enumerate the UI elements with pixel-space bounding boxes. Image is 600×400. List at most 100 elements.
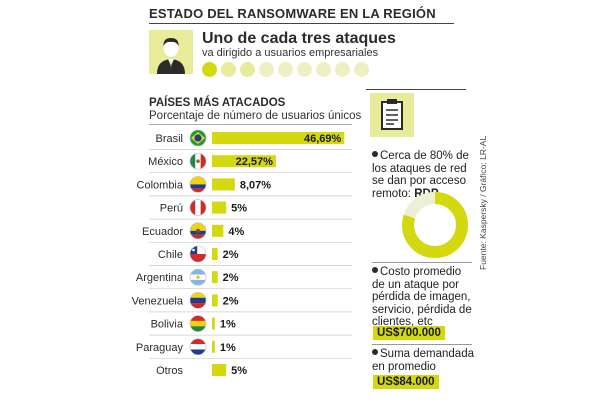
flag-emblem <box>196 228 200 233</box>
avatar-box <box>149 30 193 74</box>
demand-value: US$84.000 <box>373 375 439 389</box>
flag-colombia-icon <box>190 176 206 193</box>
bar-row: Perú 5% <box>149 199 352 220</box>
flag-stripe <box>190 234 206 239</box>
bar-row: Brasil 46,69% <box>149 129 352 150</box>
flag-border <box>189 292 207 309</box>
flag-argentina-icon <box>190 269 206 286</box>
ratio-dot <box>278 62 293 77</box>
value-label: 2% <box>223 295 239 307</box>
bar-row: México 22,57% <box>148 152 352 174</box>
ratio-dot <box>202 62 217 77</box>
fact-divider <box>372 262 472 263</box>
value-label: 1% <box>220 319 236 331</box>
ratio-dot <box>259 62 274 77</box>
bar <box>212 248 218 260</box>
fact-divider <box>372 344 472 345</box>
flag-stripe <box>190 269 206 275</box>
bar <box>212 155 276 168</box>
flag-border <box>189 176 207 193</box>
flag-stripe <box>190 246 206 254</box>
flag-border <box>189 315 207 332</box>
bar-row: Otros 5% <box>156 364 247 377</box>
value-label: 22,57% <box>236 156 274 168</box>
flag-stripe <box>190 176 206 185</box>
value-label: 2% <box>223 272 239 284</box>
flag-stripe <box>190 338 206 345</box>
flag-stripe <box>190 344 206 350</box>
chart-divider <box>149 124 352 125</box>
bullet-icon <box>372 151 378 157</box>
flag-stripe <box>190 292 206 298</box>
flag-stripe <box>190 153 196 170</box>
attack-ratio-dots <box>202 62 369 77</box>
bar-row: Colombia 8,07% <box>137 176 352 197</box>
flag-paraguay-icon <box>190 338 206 355</box>
flag-sun <box>196 275 200 279</box>
flag-mexico-icon <box>190 153 206 170</box>
bar <box>212 201 227 214</box>
bar <box>212 364 227 376</box>
flag-border <box>189 199 207 216</box>
category-label: Paraguay <box>136 342 184 354</box>
value-label: 4% <box>228 226 244 238</box>
flag-stripe <box>190 279 206 286</box>
subheadline: va dirigido a usuarios empresariales <box>202 47 379 59</box>
bullet-icon <box>372 349 378 355</box>
flag-stripe <box>190 326 206 332</box>
flag-stripe <box>190 188 206 193</box>
flag-border <box>189 129 207 147</box>
source-credit: Fuente: Kaspersky / Gráfico: LR-AL <box>478 135 488 270</box>
bar <box>212 340 215 353</box>
cost-fact: Costo promedio de un ataque por pérdida … <box>372 266 472 328</box>
bar <box>212 294 218 307</box>
donut-arc <box>402 192 468 258</box>
flag-stripe <box>190 320 206 327</box>
category-label: Otros <box>156 365 183 377</box>
flag-star <box>192 248 195 252</box>
category-label: Venezuela <box>132 295 184 307</box>
rdp-donut <box>402 192 468 258</box>
bar-row: Chile 2% <box>149 245 352 266</box>
ratio-dot <box>297 62 312 77</box>
flag-globe <box>194 134 202 142</box>
flag-border <box>189 245 207 263</box>
businessman-icon <box>157 38 185 74</box>
flag-bolivia-icon <box>190 315 206 332</box>
value-label: 1% <box>220 342 236 354</box>
bar <box>212 317 215 330</box>
chart-subtitle: Porcentaje de número de usuarios únicos <box>149 110 362 122</box>
flag-stripe <box>200 153 206 170</box>
bar-row: Paraguay 1% <box>136 338 352 359</box>
panel-divider <box>366 89 466 90</box>
flag-stripe <box>190 349 206 355</box>
category-label: Ecuador <box>142 226 183 238</box>
flag-border <box>189 152 207 170</box>
flag-chile-icon <box>190 246 206 262</box>
headline: Uno de cada tres ataques <box>202 30 396 47</box>
value-label: 8,07% <box>240 179 271 191</box>
category-label: Chile <box>158 249 183 261</box>
flag-stripe <box>190 184 206 189</box>
bar <box>212 132 345 144</box>
bar-row: Argentina 2% <box>136 268 352 290</box>
bullet-icon <box>372 267 378 273</box>
flag-stripe <box>195 199 201 216</box>
chart-title: PAÍSES MÁS ATACADOS <box>149 97 286 109</box>
value-label: 5% <box>231 365 247 377</box>
value-label: 5% <box>231 203 247 215</box>
flag-peru-icon <box>190 199 206 216</box>
flag-stripe <box>190 303 206 309</box>
flag-emblem <box>196 159 200 163</box>
clipboard-box <box>370 93 414 137</box>
bar <box>212 224 224 237</box>
ratio-dot <box>335 62 350 77</box>
cost-value: US$700.000 <box>373 326 445 340</box>
flag-border <box>189 222 207 240</box>
category-label: Bolivia <box>151 319 184 331</box>
bar-row: Ecuador 4% <box>142 222 352 243</box>
bar-row: Bolivia 1% <box>149 315 352 336</box>
flag-stripe <box>200 199 206 216</box>
category-label: Perú <box>160 203 183 215</box>
